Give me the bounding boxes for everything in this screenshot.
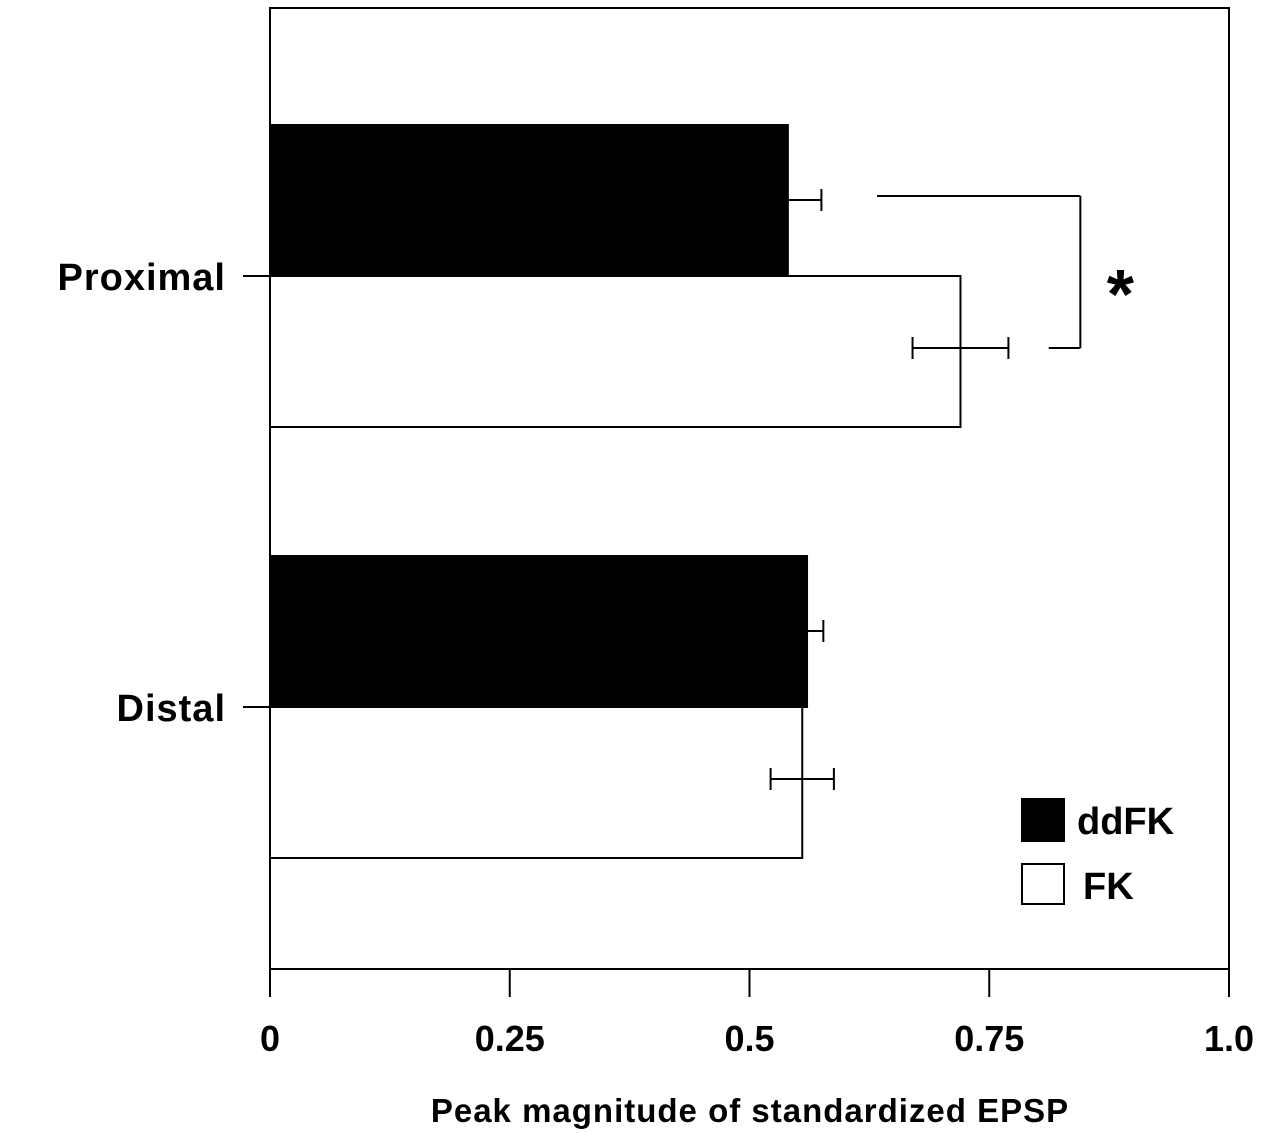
x-tick-label: 1.0 [1204, 1018, 1254, 1059]
legend-label-ddFK: ddFK [1077, 801, 1175, 843]
bar-FK [269, 706, 804, 859]
significance-star: * [1107, 255, 1135, 333]
bar-ddFK [269, 124, 789, 277]
legend-swatch-FK [1021, 863, 1065, 905]
legend-swatch-ddFK [1021, 798, 1065, 842]
bar-FK [269, 275, 962, 428]
legend-label-FK: FK [1083, 866, 1134, 908]
x-axis-label: Peak magnitude of standardized EPSP [431, 1092, 1069, 1129]
category-label: Proximal [57, 257, 226, 299]
x-tick-label: 0.25 [475, 1018, 545, 1059]
x-tick-label: 0.75 [954, 1018, 1024, 1059]
bar-ddFK [269, 555, 809, 708]
x-tick-label: 0 [260, 1018, 280, 1059]
x-tick-label: 0.5 [724, 1018, 774, 1059]
chart-marks: 0 0.25 0.5 0.75 1.0 Proximal Distal * [57, 7, 1254, 1059]
category-label: Distal [117, 688, 226, 730]
legend: ddFK FK [1021, 798, 1175, 908]
